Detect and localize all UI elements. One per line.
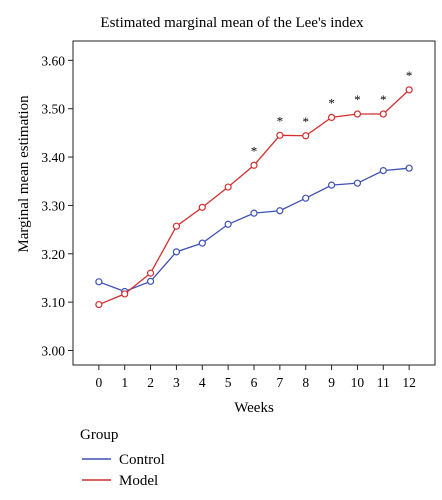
data-point-control <box>172 248 181 256</box>
data-point-model <box>95 300 103 309</box>
data-point-control <box>224 220 232 228</box>
y-tick-label: 3.10 <box>41 295 65 310</box>
significance-star: * <box>380 92 387 107</box>
data-point-model <box>379 110 387 118</box>
x-tick-label: 12 <box>402 375 416 390</box>
series-line-model <box>98 89 410 306</box>
data-point-model <box>276 131 284 139</box>
significance-star: * <box>328 95 335 110</box>
significance-star: * <box>302 114 309 129</box>
data-point-control <box>276 207 284 215</box>
series-layer <box>95 86 413 309</box>
x-axis-label: Weeks <box>234 400 274 416</box>
data-point-control <box>250 209 258 217</box>
data-point-model <box>224 183 232 191</box>
y-tick-label: 3.50 <box>41 102 65 117</box>
data-point-model <box>250 161 258 169</box>
data-point-model <box>353 110 362 118</box>
data-point-control <box>405 164 413 172</box>
x-tick-label: 6 <box>251 375 258 390</box>
chart-title: Estimated marginal mean of the Lee's ind… <box>100 15 364 31</box>
plot-frame <box>72 40 436 366</box>
significance-star: * <box>277 113 284 128</box>
x-tick-label: 2 <box>147 375 154 390</box>
data-point-control <box>302 194 310 202</box>
x-tick-label: 7 <box>276 375 283 390</box>
significance-star: * <box>251 143 258 158</box>
significance-marks: * * * * * * * <box>251 68 413 158</box>
x-tick-label: 10 <box>351 375 365 390</box>
x-axis: 0 1 2 3 4 5 6 7 8 9 10 11 12 <box>95 365 416 390</box>
legend-label-model: Model <box>119 473 158 489</box>
y-tick-label: 3.30 <box>41 198 65 213</box>
data-point-model <box>198 203 206 211</box>
significance-star: * <box>354 92 361 107</box>
y-axis: 3.00 3.10 3.20 3.30 3.40 3.50 3.60 <box>41 53 73 358</box>
legend-title: Group <box>80 427 118 443</box>
x-tick-label: 1 <box>121 375 128 390</box>
x-tick-label: 9 <box>328 375 335 390</box>
x-tick-label: 8 <box>302 375 309 390</box>
data-point-model <box>172 222 181 230</box>
data-point-model <box>146 269 155 277</box>
data-point-control <box>327 181 336 189</box>
y-tick-label: 3.40 <box>41 150 65 165</box>
x-tick-label: 11 <box>377 375 390 390</box>
y-tick-label: 3.60 <box>41 53 65 68</box>
data-point-model <box>327 113 336 122</box>
data-point-control <box>379 167 387 175</box>
x-tick-label: 5 <box>225 375 232 390</box>
x-tick-label: 4 <box>199 375 206 390</box>
y-tick-label: 3.00 <box>41 343 65 358</box>
x-tick-label: 0 <box>95 375 102 390</box>
data-point-control <box>146 277 155 285</box>
data-point-control <box>353 179 362 187</box>
legend: Group Control Model <box>80 427 165 489</box>
y-tick-label: 3.20 <box>41 247 65 262</box>
legend-label-control: Control <box>119 452 165 468</box>
data-point-model <box>302 132 310 140</box>
significance-star: * <box>406 68 413 83</box>
data-point-control <box>95 278 103 286</box>
y-axis-label: Marginal mean estimation <box>16 95 32 253</box>
data-point-model <box>405 86 413 94</box>
series-line-control <box>98 167 410 293</box>
data-point-model <box>121 290 129 298</box>
x-tick-label: 3 <box>173 375 180 390</box>
data-point-control <box>198 239 206 247</box>
